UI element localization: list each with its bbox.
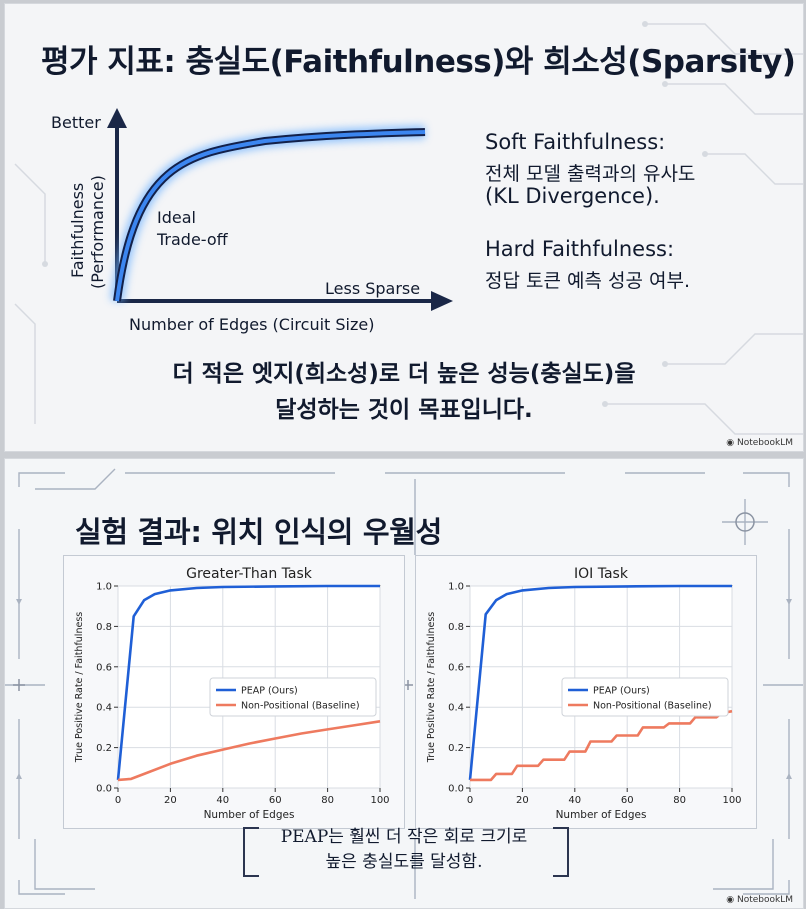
caption-bracket-left bbox=[243, 827, 259, 877]
crosshair-icon bbox=[735, 512, 755, 532]
notebooklm-watermark: ◉ NotebookLM bbox=[726, 438, 793, 448]
x-tick-label: 60 bbox=[621, 795, 634, 806]
y-tick-label: 0.2 bbox=[96, 743, 112, 754]
slide2-caption-line2: 높은 충실도를 달성함. bbox=[325, 852, 483, 872]
x-tick-label: 100 bbox=[370, 795, 389, 806]
slide2-caption-line1: PEAP는 훨씬 더 작은 회로 크기로 bbox=[280, 827, 528, 847]
notebooklm-watermark-text: NotebookLM bbox=[736, 895, 793, 905]
x-tick-label: 40 bbox=[568, 795, 581, 806]
x-tick-label: 20 bbox=[516, 795, 529, 806]
legend-entry: Non-Positional (Baseline) bbox=[241, 701, 360, 712]
slide-experiment-results: 실험 결과: 위치 인식의 우월성 Greater-Than Task 0 20 40… bbox=[4, 458, 804, 909]
page-title: 실험 결과: 위치 인식의 우월성 bbox=[75, 515, 443, 549]
notebooklm-logo-icon: ◉ bbox=[726, 895, 737, 905]
y-tick-label: 0.0 bbox=[96, 784, 112, 795]
tradeoff-diagram: Better Faithfulness (Performance) Ideal … bbox=[51, 108, 453, 334]
page-title: 평가 지표: 충실도(Faithfulness)와 희소성(Sparsity) bbox=[41, 44, 796, 80]
curve-label-line2: Trade-off bbox=[156, 230, 229, 249]
x-axis-label: Number of Edges bbox=[204, 809, 295, 821]
legend-entry: PEAP (Ours) bbox=[593, 686, 650, 697]
x-tick-label: 20 bbox=[164, 795, 177, 806]
x-end-label: Less Sparse bbox=[325, 279, 420, 298]
y-tick-label: 1.0 bbox=[96, 582, 112, 593]
circuit-background-decoration bbox=[14, 21, 803, 435]
caption-bracket-right bbox=[553, 827, 569, 877]
slide1-caption-line2: 달성하는 것이 목표입니다. bbox=[275, 397, 533, 423]
frame-decoration bbox=[5, 468, 803, 899]
legend-box bbox=[209, 677, 377, 717]
y-tick-label: 1.0 bbox=[448, 582, 464, 593]
x-tick-label: 60 bbox=[269, 795, 282, 806]
greater-than-task-chart: Greater-Than Task 0 20 40 60 80 100 0.0 0.2 0.4 0.… bbox=[74, 566, 390, 821]
series-line-baseline bbox=[117, 720, 381, 782]
series-line-peap bbox=[116, 584, 380, 781]
chart-title: IOI Task bbox=[574, 566, 629, 582]
ideal-tradeoff-curve bbox=[115, 130, 426, 302]
hard-faithfulness-title: Hard Faithfulness: bbox=[485, 237, 675, 261]
chart-title: Greater-Than Task bbox=[186, 566, 313, 582]
y-axis-label: True Positive Rate / Faithfulness bbox=[74, 612, 85, 763]
soft-faithfulness-desc-line1: 전체 모델 출력과의 유사도 bbox=[485, 163, 696, 185]
x-axis-label: Number of Edges (Circuit Size) bbox=[129, 315, 374, 334]
slide-faithfulness-sparsity: 평가 지표: 충실도(Faithfulness)와 희소성(Sparsity) … bbox=[4, 3, 804, 452]
ioi-chart-panel: IOI Task 0 20 40 60 80 100 0.0 0.2 0.4 0.6 0.8 1.0 Nu… bbox=[415, 555, 757, 829]
curve-label-line1: Ideal bbox=[157, 208, 196, 227]
ioi-task-chart: IOI Task 0 20 40 60 80 100 0.0 0.2 0.4 0.6 0.8 1.0 Nu… bbox=[426, 566, 742, 821]
x-axis-arrow-icon bbox=[431, 291, 453, 311]
hard-faithfulness-desc-line1: 정답 토큰 예측 성공 여부. bbox=[485, 270, 690, 292]
greater-than-chart-panel: Greater-Than Task 0 20 40 60 80 100 0.0 0.2 0.4 0.… bbox=[63, 555, 405, 829]
y-tick-label: 0.8 bbox=[448, 622, 464, 633]
legend-entry: Non-Positional (Baseline) bbox=[593, 701, 712, 712]
soft-faithfulness-title: Soft Faithfulness: bbox=[485, 130, 666, 154]
y-tick-label: 0.6 bbox=[96, 662, 112, 673]
x-tick-label: 80 bbox=[673, 795, 686, 806]
series-line-baseline bbox=[470, 709, 733, 782]
x-tick-label: 40 bbox=[216, 795, 229, 806]
y-axis-label-line2: (Performance) bbox=[88, 175, 107, 289]
notebooklm-logo-icon: ◉ bbox=[726, 438, 737, 448]
legend-entry: PEAP (Ours) bbox=[241, 686, 298, 697]
y-tick-label: 0.2 bbox=[448, 743, 464, 754]
soft-faithfulness-desc-line2: (KL Divergence). bbox=[485, 184, 660, 208]
y-tick-label: 0.0 bbox=[448, 784, 464, 795]
x-tick-label: 0 bbox=[115, 795, 121, 806]
legend-box bbox=[561, 677, 729, 717]
y-tick-label: 0.6 bbox=[448, 662, 464, 673]
x-axis-label: Number of Edges bbox=[556, 809, 647, 821]
y-tick-label: 0.4 bbox=[96, 703, 112, 714]
notebooklm-watermark: ◉ NotebookLM bbox=[726, 895, 793, 905]
y-axis-arrow-icon bbox=[107, 108, 127, 128]
x-tick-label: 0 bbox=[467, 795, 473, 806]
y-top-label: Better bbox=[51, 113, 101, 132]
y-tick-label: 0.8 bbox=[96, 622, 112, 633]
notebooklm-watermark-text: NotebookLM bbox=[736, 438, 793, 448]
y-tick-label: 0.4 bbox=[448, 703, 464, 714]
y-axis-label-line1: Faithfulness bbox=[68, 183, 87, 278]
y-axis-label: True Positive Rate / Faithfulness bbox=[426, 612, 437, 763]
x-tick-label: 100 bbox=[722, 795, 741, 806]
series-line-peap bbox=[468, 584, 732, 781]
slide2-caption: PEAP는 훨씬 더 작은 회로 크기로 높은 충실도를 달성함. bbox=[5, 825, 803, 875]
x-tick-label: 80 bbox=[321, 795, 334, 806]
slide1-caption-line1: 더 적은 엣지(희소성)로 더 높은 성능(충실도)을 bbox=[172, 361, 636, 387]
